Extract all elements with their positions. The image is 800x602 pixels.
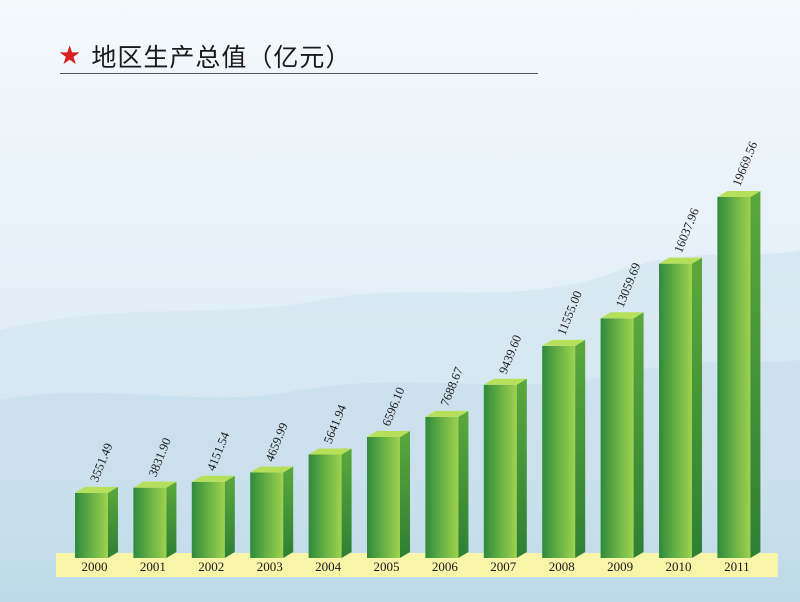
bar-front — [659, 263, 692, 558]
x-axis-band — [56, 553, 778, 577]
value-label: 5641.94 — [321, 402, 349, 446]
bar-front — [717, 197, 751, 558]
x-tick-label: 2010 — [666, 559, 692, 574]
bar-side — [458, 410, 469, 558]
bar-front — [425, 416, 459, 558]
bar-2002 — [191, 475, 235, 558]
value-label: 3831.90 — [146, 436, 174, 479]
bar-2007 — [483, 378, 527, 558]
x-tick-label: 2002 — [198, 559, 224, 574]
bar-front — [75, 492, 108, 558]
bar-2004 — [308, 448, 352, 558]
bar-2011 — [717, 191, 761, 558]
bar-front — [250, 472, 284, 558]
bar-top — [717, 191, 761, 197]
x-tick-label: 2000 — [82, 559, 108, 574]
bar-side — [166, 481, 177, 558]
bar-top — [367, 430, 410, 437]
bar-top — [542, 339, 586, 346]
bar-side — [108, 486, 118, 558]
value-label: 13059.69 — [613, 261, 644, 310]
bar-side — [516, 378, 527, 558]
bar-top — [191, 475, 235, 482]
x-tick-label: 2001 — [140, 559, 166, 574]
bar-side — [341, 448, 352, 558]
value-label: 4659.99 — [263, 421, 291, 464]
x-tick-label: 2007 — [490, 559, 517, 574]
bar-front — [483, 384, 517, 558]
value-label: 4151.54 — [204, 429, 232, 473]
bar-side — [575, 339, 586, 558]
value-label: 7688.67 — [438, 365, 466, 408]
bar-top — [659, 257, 702, 264]
value-label: 9439.60 — [496, 333, 524, 376]
value-label: 3551.49 — [87, 441, 115, 484]
bar-2010 — [659, 257, 702, 558]
x-tick-label: 2004 — [315, 559, 342, 574]
x-tick-label: 2006 — [432, 559, 459, 574]
bar-2008 — [542, 339, 586, 558]
bar-side — [750, 191, 761, 558]
x-tick-label: 2011 — [724, 559, 750, 574]
bar-top — [133, 481, 177, 488]
bar-top — [600, 312, 644, 319]
bar-2009 — [600, 312, 644, 558]
bar-side — [633, 312, 644, 558]
bar-2003 — [250, 466, 294, 558]
bar-2000 — [75, 486, 118, 558]
bar-top — [483, 378, 527, 385]
bar-2006 — [425, 410, 469, 558]
x-tick-labels: 2000 2001 2002 2003 2004 2005 2006 2007 2008 2009… — [82, 559, 750, 574]
bar-front — [542, 345, 576, 558]
value-label: 19669.56 — [730, 139, 761, 188]
bar-front — [367, 436, 400, 558]
bar-top — [425, 410, 469, 417]
x-tick-label: 2003 — [257, 559, 283, 574]
bar-top — [308, 448, 352, 455]
chart-title: 地区生产总值（亿元） — [91, 43, 352, 72]
x-tick-label: 2005 — [374, 559, 400, 574]
star-icon: ★ — [58, 41, 82, 71]
bars-group — [75, 191, 761, 558]
bar-front — [191, 481, 225, 558]
bar-top — [75, 486, 118, 493]
chart-title-group: ★ 地区生产总值（亿元） — [58, 36, 351, 76]
bar-2005 — [367, 430, 410, 558]
bar-front — [133, 487, 167, 558]
x-tick-label: 2008 — [549, 559, 575, 574]
value-label: 11555.00 — [555, 289, 585, 337]
bar-side — [283, 466, 294, 558]
value-label: 6596.10 — [379, 385, 407, 428]
bar-side — [400, 430, 410, 558]
bar-side — [692, 257, 702, 558]
value-label: 16037.96 — [671, 206, 702, 255]
x-tick-label: 2009 — [607, 559, 633, 574]
bar-front — [308, 454, 342, 558]
bar-front — [600, 318, 634, 558]
title-underline — [60, 73, 538, 74]
bar-side — [224, 475, 235, 558]
bar-2001 — [133, 481, 177, 558]
bar-top — [250, 466, 294, 473]
